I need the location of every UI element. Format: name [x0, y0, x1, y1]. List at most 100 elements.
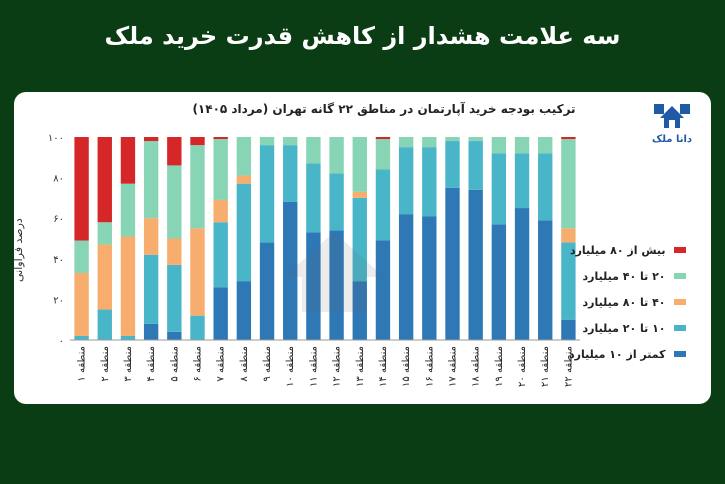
bar-segment — [283, 201, 298, 340]
bar-segment — [213, 222, 228, 288]
bar-segment — [236, 175, 252, 184]
bar-segment — [120, 236, 136, 336]
bar-segment — [491, 224, 507, 340]
bar-segment — [213, 199, 228, 223]
bar-segment — [329, 173, 344, 231]
x-tick-label: منطقه ۱۰ — [285, 346, 296, 387]
bar-segment — [236, 137, 252, 176]
legend-item: بیش از ۸۰ میلیارد — [569, 237, 686, 263]
bar-segment — [468, 137, 483, 142]
bar-segment — [190, 228, 205, 316]
legend-swatch — [673, 273, 686, 279]
bar-segment — [283, 137, 298, 146]
bar-segment — [190, 137, 205, 146]
bar-segment — [213, 139, 228, 200]
bar-segment — [213, 137, 228, 140]
bar-segment — [398, 137, 414, 148]
x-tick-label: منطقه ۲۰ — [517, 346, 528, 387]
plot-area: ۰ ۲۰ ۴۰ ۶۰ ۸۰ ۱۰۰ منطقه ۱ منطقه ۲ منطقه ۳ منطقه ۴… — [48, 133, 580, 387]
legend-swatch — [673, 325, 686, 331]
bar-segment — [120, 335, 136, 340]
bar-segment — [236, 281, 252, 340]
bar-segment — [143, 141, 159, 219]
y-tick-label: ۰ — [59, 336, 64, 347]
bar-segment — [538, 137, 553, 154]
x-tick-label: منطقه ۶ — [193, 346, 204, 382]
bar-segment — [538, 220, 553, 340]
x-tick-label: منطقه ۱۶ — [424, 346, 435, 387]
danamelk-logo-icon — [654, 104, 690, 128]
bar-segment — [445, 187, 460, 340]
bar-segment — [97, 309, 112, 340]
bar-segment — [422, 137, 437, 148]
bar-segment — [561, 319, 576, 340]
chart-title: ترکیب بودجه خرید آپارتمان در مناطق ۲۲ گا… — [192, 102, 576, 116]
bar-segment — [422, 147, 437, 217]
x-tick-label: منطقه ۲ — [100, 346, 111, 382]
logo-text: دانا ملک — [651, 134, 693, 145]
legend-label: ۱۰ تا ۲۰ میلیارد — [582, 321, 666, 335]
x-tick-label: منطقه ۱۷ — [448, 346, 459, 387]
x-tick-label: منطقه ۱۵ — [401, 346, 412, 387]
bar-segment — [306, 137, 321, 164]
bar-segment — [143, 137, 159, 142]
x-tick-label: منطقه ۱۳ — [355, 346, 366, 387]
legend: بیش از ۸۰ میلیارد ۲۰ تا ۴۰ میلیارد ۴۰ تا ۸… — [569, 237, 686, 367]
legend-label: بیش از ۸۰ میلیارد — [569, 243, 666, 257]
bar-segment — [259, 145, 275, 243]
bar-segment — [375, 240, 391, 340]
bar-segment — [561, 228, 576, 243]
bar-segment — [352, 137, 367, 192]
bar-segment — [491, 153, 507, 225]
bar-segment — [329, 137, 344, 174]
x-tick-label: منطقه ۲۱ — [540, 346, 551, 387]
legend-swatch — [673, 351, 686, 357]
bar-segment — [445, 141, 460, 188]
bar-segment — [213, 287, 228, 340]
bar-segment — [398, 147, 414, 215]
bar-segment — [538, 153, 553, 221]
bar-segment — [167, 264, 182, 332]
bar-segment — [190, 145, 205, 229]
bar-segment — [167, 165, 182, 239]
legend-item: کمتر از ۱۰ میلیارد — [569, 341, 686, 367]
legend-item: ۴۰ تا ۸۰ میلیارد — [569, 289, 686, 315]
x-tick-label: منطقه ۳ — [123, 346, 134, 382]
bar-segment — [236, 183, 252, 282]
bar-segment — [167, 137, 182, 166]
bar-segment — [259, 242, 275, 340]
bar-segment — [190, 315, 205, 340]
legend-item: ۱۰ تا ۲۰ میلیارد — [569, 315, 686, 341]
bar-segment — [74, 273, 89, 336]
bar-segment — [143, 218, 159, 255]
bar-segment — [306, 232, 321, 340]
bar-segment — [167, 238, 182, 265]
bar-segment — [514, 137, 530, 154]
x-tick-label: منطقه ۷ — [216, 346, 227, 382]
x-tick-label: منطقه ۱ — [77, 346, 88, 382]
bar-segment — [74, 137, 89, 241]
bar-segment — [329, 230, 344, 340]
bar-segment — [375, 169, 391, 241]
bar-segment — [422, 216, 437, 340]
brand-logo: دانا ملک — [647, 102, 697, 145]
bar-segment — [561, 242, 576, 320]
bar-segment — [97, 222, 112, 245]
bar-segment — [283, 145, 298, 202]
x-tick-label: منطقه ۱۹ — [494, 346, 505, 387]
bar-segment — [74, 240, 89, 274]
x-tick-label: منطقه ۸ — [239, 346, 250, 382]
bar-segment — [468, 141, 483, 190]
legend-label: ۴۰ تا ۸۰ میلیارد — [582, 295, 666, 309]
y-tick-label: ۸۰ — [53, 174, 64, 185]
bar-segment — [514, 153, 530, 209]
bar-segment — [561, 137, 576, 140]
bar-segment — [259, 137, 275, 146]
page-headline: سه علامت هشدار از کاهش قدرت خرید ملک — [104, 22, 621, 50]
bar-segment — [491, 137, 507, 154]
legend-label: کمتر از ۱۰ میلیارد — [569, 347, 666, 361]
bar-segment — [398, 214, 414, 340]
bar-segment — [445, 137, 460, 142]
y-tick-label: ۱۰۰ — [48, 133, 64, 144]
bar-segment — [352, 191, 367, 198]
